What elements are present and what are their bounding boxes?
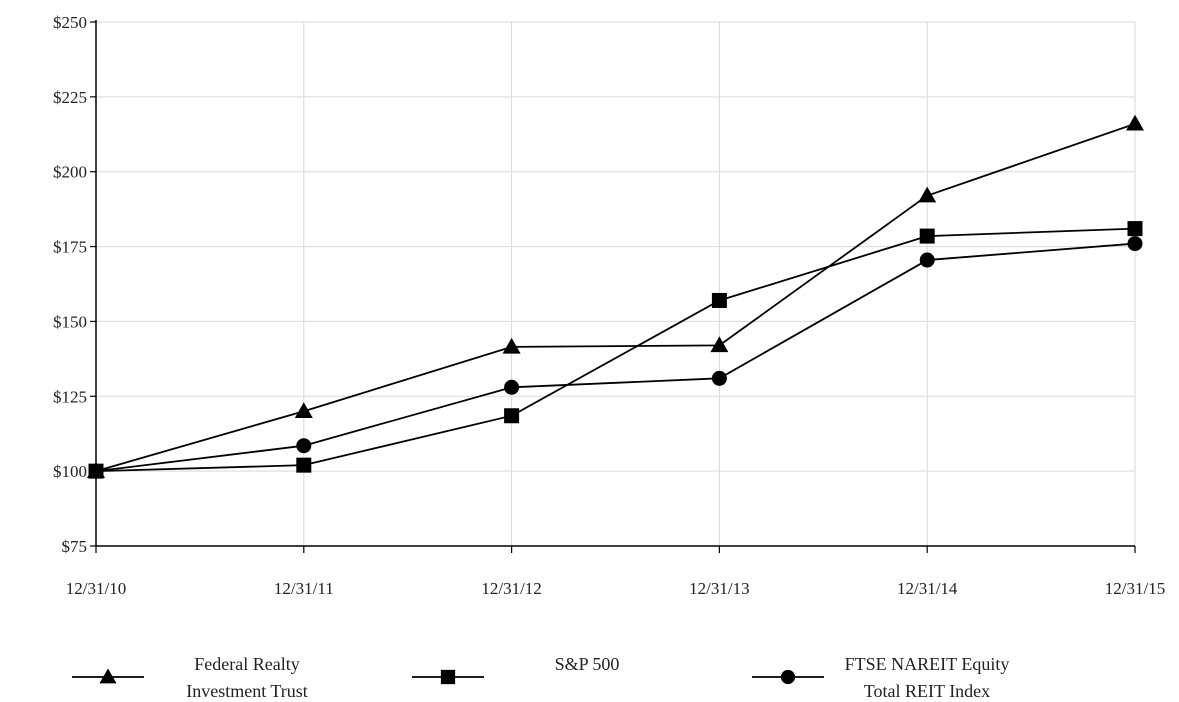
x-tick-label: 12/31/12 [481,579,541,598]
x-tick-label: 12/31/10 [66,579,126,598]
y-tick-label: $175 [53,238,87,257]
x-axis-ticks: 12/31/10 12/31/11 12/31/12 12/31/13 12/31/14… [66,546,1165,598]
x-tick-label: 12/31/15 [1105,579,1165,598]
triangle-marker [710,336,729,353]
legend-label: Investment Trust [186,681,308,701]
y-tick-label: $100 [53,462,87,481]
legend-entry-2: S&P 500 [412,654,620,685]
square-marker [440,669,456,685]
triangle-marker [99,668,117,684]
triangle-marker [502,337,521,354]
triangle-marker [918,186,937,203]
grid [96,21,1136,546]
square-marker [1127,221,1143,237]
series-1 [87,114,1144,478]
axes [95,20,1135,547]
circle-marker [88,463,104,479]
series-3 [88,236,1143,479]
y-tick-label: $125 [53,387,87,406]
series-group [87,114,1144,479]
square-marker [504,408,520,424]
series-line [95,227,1136,473]
circle-marker [504,379,520,395]
legend-label: Total REIT Index [864,681,990,701]
legend: Federal Realty Investment Trust S&P 500 FTS… [72,654,1009,701]
legend-label: FTSE NAREIT Equity [845,654,1010,674]
y-tick-label: $150 [53,312,87,331]
circle-marker [296,438,312,454]
legend-label: Federal Realty [194,654,299,674]
x-tick-label: 12/31/14 [897,579,958,598]
y-tick-label: $225 [53,88,87,107]
series-2 [88,221,1143,479]
square-marker [296,457,312,473]
series-line [95,122,1136,473]
legend-label: S&P 500 [555,654,620,674]
square-marker [919,228,935,244]
x-tick-label: 12/31/13 [689,579,749,598]
triangle-marker [294,402,313,419]
y-tick-label: $200 [53,163,87,182]
series-line [95,242,1136,473]
triangle-marker [1126,114,1144,131]
y-axis-ticks: $75 $100 $125 $150 $175 $200 $225 $250 [53,13,96,556]
circle-marker [780,669,796,685]
x-tick-label: 12/31/11 [274,579,334,598]
circle-marker [919,252,935,268]
y-tick-label: $75 [62,537,88,556]
circle-marker [1127,236,1143,252]
legend-entry-1: Federal Realty Investment Trust [72,654,308,701]
circle-marker [711,370,727,386]
y-tick-label: $250 [53,13,87,32]
legend-entry-3: FTSE NAREIT Equity Total REIT Index [752,654,1009,701]
square-marker [711,292,727,308]
